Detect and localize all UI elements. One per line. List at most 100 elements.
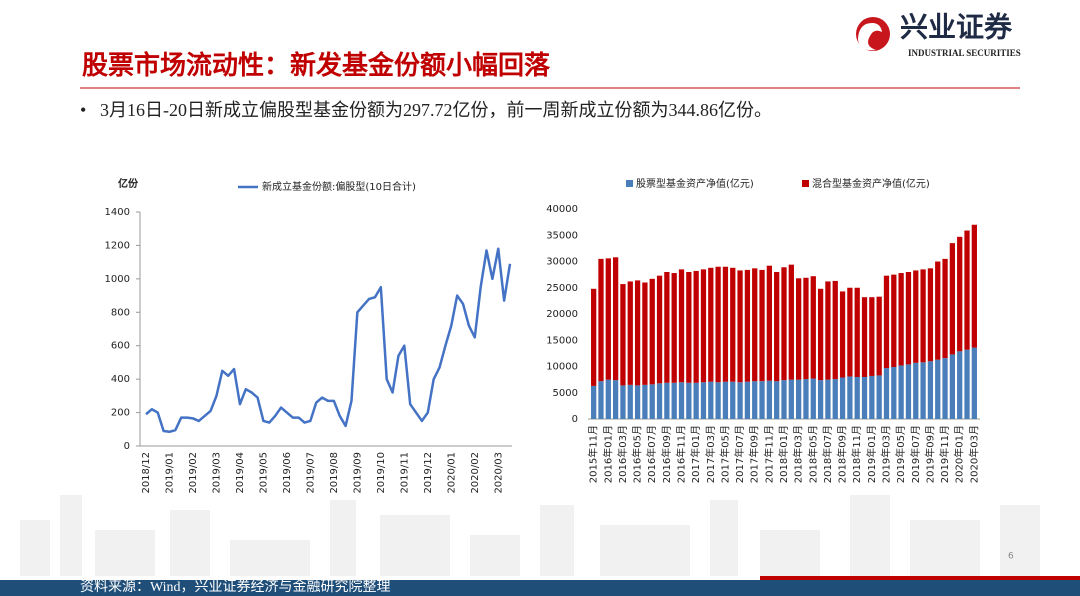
- bar-segment: [649, 384, 655, 419]
- bar-segment: [642, 384, 648, 419]
- bar-segment: [913, 270, 919, 363]
- bar-segment: [854, 377, 860, 419]
- bar-segment: [752, 268, 758, 382]
- bar-segment: [759, 269, 765, 382]
- x-tick-label: 2020/03: [493, 452, 504, 494]
- x-tick-label: 2019/05: [258, 452, 269, 494]
- bar-segment: [591, 385, 597, 419]
- y-tick-label: 200: [111, 408, 130, 419]
- x-tick-label: 2019年07月: [909, 425, 922, 483]
- x-tick-label: 2015年11月: [587, 425, 600, 483]
- line-series: [145, 247, 512, 434]
- x-tick-label: 2019年09月: [923, 425, 936, 483]
- bar-segment: [942, 258, 948, 359]
- bar-segment: [913, 362, 919, 419]
- legend-swatch: [802, 180, 809, 187]
- x-tick-label: 2019/12: [423, 452, 434, 494]
- x-tick-label: 2019/11: [399, 452, 410, 494]
- bar-segment: [810, 378, 816, 419]
- city-background: [20, 495, 1040, 576]
- x-tick-label: 2016年07月: [645, 425, 658, 483]
- bar-segment: [700, 382, 707, 419]
- x-tick-label: 2019/07: [305, 452, 316, 494]
- x-tick-label: 2020/01: [446, 452, 457, 494]
- bar-segment: [774, 381, 780, 419]
- y-tick-label: 20000: [546, 309, 578, 320]
- bar-segment: [847, 287, 853, 377]
- y-tick-label: 0: [124, 441, 130, 452]
- x-tick-label: 2020年03月: [967, 425, 980, 483]
- x-tick-label: 2018/12: [141, 452, 152, 494]
- bar-segment: [920, 362, 926, 419]
- bar-segment: [642, 282, 648, 385]
- y-tick-label: 0: [572, 414, 578, 425]
- y-tick-label: 1000: [105, 274, 130, 285]
- x-tick-label: 2019/01: [164, 452, 175, 494]
- bar-segment: [634, 280, 641, 386]
- bar-segment: [847, 376, 853, 419]
- x-tick-label: 2019/08: [329, 452, 340, 494]
- bar-segment: [949, 354, 956, 419]
- y-tick-label: 1400: [105, 207, 130, 218]
- bar-segment: [664, 272, 670, 383]
- x-tick-label: 2016年03月: [616, 425, 629, 483]
- x-tick-label: 2017年09月: [748, 425, 761, 483]
- bar-segment: [678, 269, 685, 383]
- bar-segment: [627, 384, 633, 419]
- bar-segment: [788, 379, 794, 419]
- y-tick-label: 800: [111, 307, 130, 318]
- bar-segment: [737, 270, 743, 383]
- x-tick-label: 2019/09: [352, 452, 363, 494]
- bar-segment: [935, 261, 941, 360]
- bar-segment: [612, 257, 619, 381]
- bar-segment: [722, 381, 729, 419]
- legend-label: 混合型基金资产净值(亿元): [812, 177, 930, 190]
- x-tick-label: 2019/03: [211, 452, 222, 494]
- y-tick-label: 35000: [546, 230, 578, 241]
- bar-segment: [686, 382, 692, 419]
- bar-segment: [803, 379, 809, 419]
- bar-segment: [891, 274, 897, 368]
- bar-segment: [861, 297, 868, 377]
- bar-segment: [839, 377, 846, 419]
- bar-segment: [744, 381, 751, 419]
- x-tick-label: 2018年05月: [806, 425, 819, 483]
- x-tick-label: 2020年01月: [953, 425, 966, 483]
- bar-segment: [649, 278, 655, 385]
- bar-segment: [957, 236, 963, 352]
- legend-label: 股票型基金资产净值(亿元): [636, 177, 754, 190]
- bar-segment: [774, 272, 780, 382]
- logo-text: 兴业证券: [900, 11, 1013, 43]
- bar-segment: [715, 382, 721, 419]
- bar-segment: [656, 275, 663, 384]
- bar-segment: [883, 368, 890, 419]
- bar-segment: [634, 385, 641, 419]
- y-tick-label: 600: [111, 341, 130, 352]
- bar-segment: [861, 377, 868, 419]
- bar-segment: [869, 375, 875, 419]
- x-tick-label: 2017年11月: [762, 425, 775, 483]
- bar-segment: [766, 380, 772, 419]
- bar-segment: [744, 269, 751, 382]
- bar-segment: [796, 379, 802, 419]
- bar-segment: [898, 273, 904, 366]
- bar-segment: [708, 381, 714, 419]
- legend-swatch: [626, 180, 633, 187]
- x-tick-label: 2019年03月: [879, 425, 892, 483]
- bar-segment: [671, 382, 677, 419]
- bar-segment: [781, 380, 787, 419]
- x-tick-label: 2016年01月: [601, 425, 614, 483]
- bullet-dot: •: [80, 100, 86, 120]
- bar-segment: [781, 267, 787, 381]
- bar-segment: [796, 278, 802, 380]
- bar-segment: [605, 379, 611, 419]
- bar-segment: [678, 382, 685, 419]
- bar-segment: [876, 296, 882, 376]
- x-tick-label: 2019/02: [188, 452, 199, 494]
- bar-segment: [905, 364, 912, 419]
- y-tick-label: 40000: [546, 204, 578, 215]
- bar-segment: [715, 266, 721, 383]
- x-tick-label: 2017年03月: [704, 425, 717, 483]
- bar-segment: [832, 280, 838, 380]
